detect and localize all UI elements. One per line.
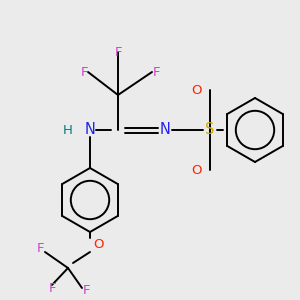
Text: F: F <box>82 284 90 298</box>
Text: F: F <box>48 281 56 295</box>
Text: N: N <box>85 122 95 137</box>
Text: S: S <box>205 122 215 137</box>
Text: H: H <box>63 124 73 136</box>
Text: O: O <box>191 83 201 97</box>
Text: F: F <box>80 65 88 79</box>
Text: F: F <box>114 46 122 59</box>
Text: F: F <box>152 65 160 79</box>
Text: F: F <box>37 242 45 256</box>
Text: N: N <box>160 122 170 137</box>
Text: O: O <box>191 164 201 176</box>
Text: O: O <box>93 238 103 251</box>
